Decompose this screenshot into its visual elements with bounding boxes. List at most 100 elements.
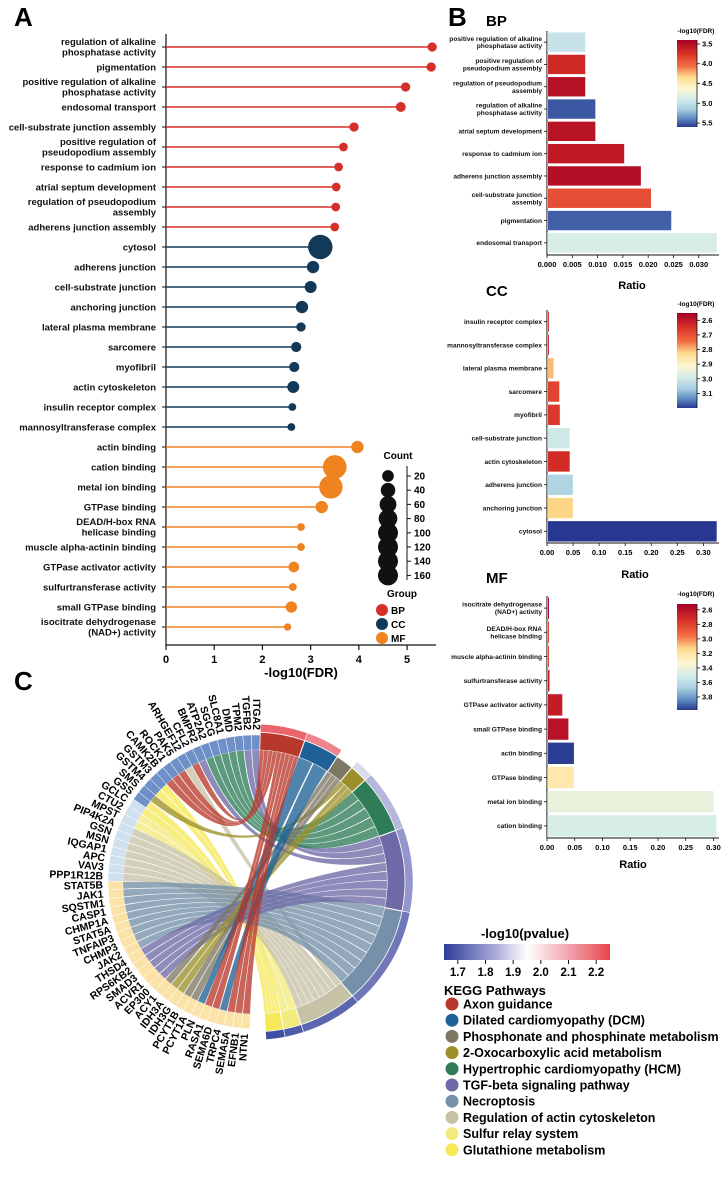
cc-bar [547, 334, 550, 356]
bp-x-tick-label: 0.025 [664, 260, 683, 269]
chord-ribbon [126, 902, 372, 953]
cc-colorbar-title: -log10(FDR) [678, 301, 715, 308]
kegg-legend-label: Regulation of actin cytoskeleton [463, 1111, 655, 1125]
mf-bar [547, 645, 550, 668]
bp-bar [547, 31, 586, 53]
cc-bar-label: actin cytoskeleton [484, 459, 542, 466]
lollipop-point [334, 162, 343, 172]
chord-ribbon [154, 889, 387, 974]
gene-label: TPM2 [229, 702, 244, 731]
lollipop-term-label: mannosyltransferase complex [19, 422, 156, 433]
bp-x-tick-label: 0.030 [689, 260, 708, 269]
lollipop-term-label: endosomal transport [62, 102, 157, 113]
bp-colorbar-title: -log10(FDR) [678, 28, 715, 35]
lollipop-x-tick-label: 4 [356, 654, 363, 666]
kegg-legend-label: Hypertrophic cardiomyopathy (HCM) [463, 1062, 681, 1076]
chord-diagram: ITGA2TGFB2TPM2DMDSLC8A1SGCGATP2A2BMPR2CF… [49, 693, 414, 1076]
bp-bar-label: adherens junction assembly [453, 173, 542, 180]
lollipop-point [426, 62, 436, 72]
mf-bar [547, 766, 575, 789]
ratio-bar-charts: BP CC MF Ratio Ratio Ratio positive regu… [447, 13, 721, 871]
chord-ribbon [131, 910, 361, 968]
lollipop-point [297, 543, 305, 551]
bp-colorbar-label: 5.0 [702, 99, 712, 108]
gene-label: APC [82, 849, 106, 864]
lollipop-term-label: positive regulation of pseudopodium assem… [42, 137, 157, 159]
chord-ribbon [192, 750, 264, 821]
chord-ribbon [213, 754, 375, 844]
mf-colorbar-label: 3.6 [702, 678, 712, 687]
chord-ribbon [125, 898, 376, 944]
lollipop-point [427, 42, 437, 52]
gene-label: PPP1R12B [49, 869, 103, 883]
lollipop-term-label: small GTPase binding [57, 602, 156, 613]
lollipop-point [288, 583, 297, 591]
lollipop-term-label: atrial septum development [36, 182, 157, 193]
mf-bar [547, 620, 550, 644]
cc-x-tick-label: 0.10 [592, 548, 607, 557]
bp-bar [547, 210, 672, 231]
chord-ribbon [235, 754, 295, 1014]
chord-ribbon [212, 752, 286, 1010]
panel-a-letter: A [14, 2, 33, 32]
lollipop-point [319, 475, 343, 499]
lollipop-point [288, 403, 297, 411]
lollipop-point [289, 361, 300, 373]
bp-colorbar-label: 5.5 [702, 119, 712, 128]
lollipop-point [330, 222, 340, 232]
lollipop-term-label: response to cadmium ion [41, 162, 156, 173]
bp-x-tick-label: 0.000 [538, 260, 557, 269]
lollipop-point [349, 122, 359, 132]
cc-colorbar-label: 2.9 [702, 360, 712, 369]
cc-bar-label: adherens junction [485, 482, 542, 489]
bp-bar-label: cell-substrate junction assembly [472, 192, 543, 206]
gene-label: EFNB1 [226, 1032, 242, 1068]
mf-colorbar-label: 3.8 [702, 692, 712, 701]
bp-bar [547, 54, 586, 75]
bp-x-tick-label: 0.005 [563, 260, 582, 269]
mf-x-label: Ratio [619, 859, 647, 871]
chord-ribbon [242, 756, 299, 1014]
panel-b-letter: B [448, 2, 467, 32]
cc-bar-label: lateral plasma membrane [463, 366, 542, 373]
lollipop-term-label: pigmentation [96, 62, 156, 73]
lollipop-chart: -log10(FDR) Count Group regulation of al… [9, 34, 437, 680]
cc-bar-label: anchoring junction [483, 505, 542, 512]
lollipop-term-label: anchoring junction [71, 302, 157, 313]
mf-bar [547, 693, 563, 717]
mf-x-tick-label: 0.20 [651, 843, 666, 852]
gene-label: TGFB2 [239, 696, 253, 731]
cc-x-tick-label: 0.25 [670, 548, 685, 557]
gene-label: VAV3 [77, 859, 104, 873]
lollipop-point [297, 523, 305, 531]
cc-colorbar-label: 3.1 [702, 389, 712, 398]
lollipop-point [308, 234, 333, 260]
group-legend-label: MF [391, 634, 405, 645]
mf-colorbar-label: 3.2 [702, 649, 712, 658]
bp-bar [547, 121, 596, 142]
mf-x-tick-label: 0.05 [567, 843, 582, 852]
count-legend-dot [382, 470, 394, 482]
kegg-legend-dot [445, 1062, 459, 1076]
bp-colorbar [677, 40, 697, 127]
bp-x-label: Ratio [618, 280, 646, 292]
chord-ribbon [205, 751, 282, 1007]
bp-x-tick-label: 0.020 [639, 260, 658, 269]
lollipop-term-label: isocitrate dehydrogenase (NAD+) activity [41, 617, 157, 639]
kegg-legend-dot [445, 1029, 459, 1043]
mf-bar-label: small GTPase binding [473, 726, 542, 733]
lollipop-term-label: sulfurtransferase activity [43, 582, 157, 593]
kegg-legend-label: Sulfur relay system [463, 1127, 578, 1141]
gene-label: DMD [219, 708, 235, 734]
mf-bar-label: cation binding [497, 823, 542, 830]
cc-x-tick-label: 0.20 [644, 548, 659, 557]
group-legend-title: Group [387, 589, 417, 600]
lollipop-term-label: actin binding [97, 442, 156, 453]
bp-bar-title: BP [486, 13, 507, 30]
gene-label: NTN1 [237, 1033, 251, 1061]
bp-bar-label: positive regulation of alkaline phosphata… [449, 36, 542, 50]
lollipop-x-tick-label: 2 [259, 654, 265, 666]
lollipop-term-label: adherens junction assembly [28, 222, 156, 233]
cc-bar-label: cell-substrate junction [472, 435, 542, 442]
group-legend-dot [376, 618, 388, 630]
